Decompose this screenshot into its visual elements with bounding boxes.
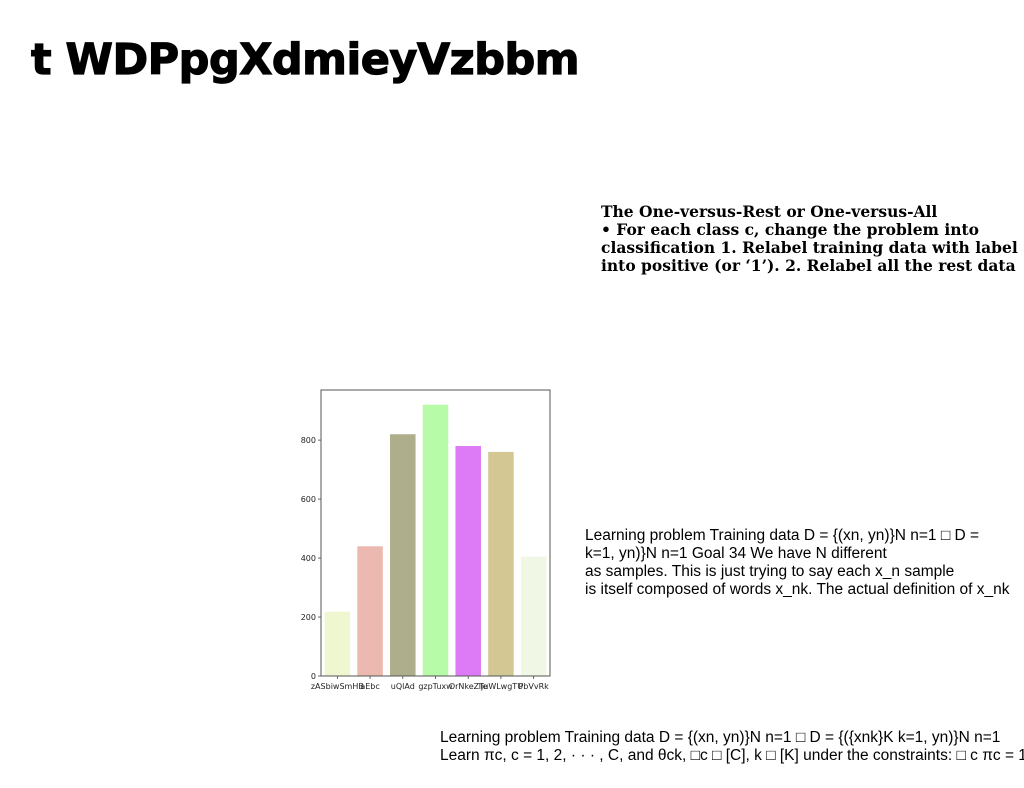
x-tick-label: OrNkeZTe [449, 682, 488, 691]
text-line: is itself composed of words x_nk. The ac… [585, 581, 1010, 598]
text-line: The One-versus-Rest or One-versus-All [601, 203, 938, 221]
y-tick-label: 0 [311, 672, 316, 681]
bar [488, 451, 514, 676]
y-tick-label: 600 [301, 495, 316, 504]
bar [520, 556, 547, 676]
x-tick-label: uQlAd [391, 682, 415, 691]
y-tick-label: 200 [301, 613, 316, 622]
plot-frame [320, 389, 551, 677]
x-tick-label: ljuWLwgTU [479, 682, 523, 691]
bar-chart: zASbiwSmHB aEbc uQlAd gzpTuxw OrNkeZTe ljuWLw… [300, 384, 560, 696]
x-tick-label: gzpTuxw [418, 682, 453, 691]
one-vs-rest-text: The One-versus-Rest or One-versus-All • … [601, 203, 1024, 275]
x-tick-label: aEbc [360, 682, 379, 691]
text-line: Learn πc, c = 1, 2, · · · , C, and θck, … [440, 747, 1024, 764]
text-line: • For each class c, change the problem i… [601, 220, 980, 239]
bar [390, 434, 416, 676]
bar [422, 404, 449, 676]
bar [455, 446, 481, 676]
bar [357, 546, 383, 676]
y-tick-label: 400 [301, 554, 316, 563]
x-tick-label: zASbiwSmHB [311, 682, 364, 691]
learning-problem-constraints-text: Learning problem Training data D = {(xn,… [440, 729, 1024, 765]
text-line: k=1, yn)}N n=1 Goal 34 We have N differe… [585, 545, 887, 562]
x-tick-label: PbVvRk [518, 682, 549, 691]
page-title: t WDPpgXdmieyVzbbm [30, 34, 580, 85]
y-tick-label: 800 [301, 436, 316, 445]
text-line: classification 1. Relabel training data … [601, 238, 1018, 257]
text-line: as samples. This is just trying to say e… [585, 563, 955, 580]
learning-problem-text: Learning problem Training data D = {(xn,… [585, 527, 1024, 599]
text-line: Learning problem Training data D = {(xn,… [585, 527, 980, 544]
text-line: Learning problem Training data D = {(xn,… [440, 729, 1001, 746]
text-line: into positive (or ‘1’). 2. Relabel all t… [601, 256, 1016, 275]
bar [324, 611, 351, 676]
